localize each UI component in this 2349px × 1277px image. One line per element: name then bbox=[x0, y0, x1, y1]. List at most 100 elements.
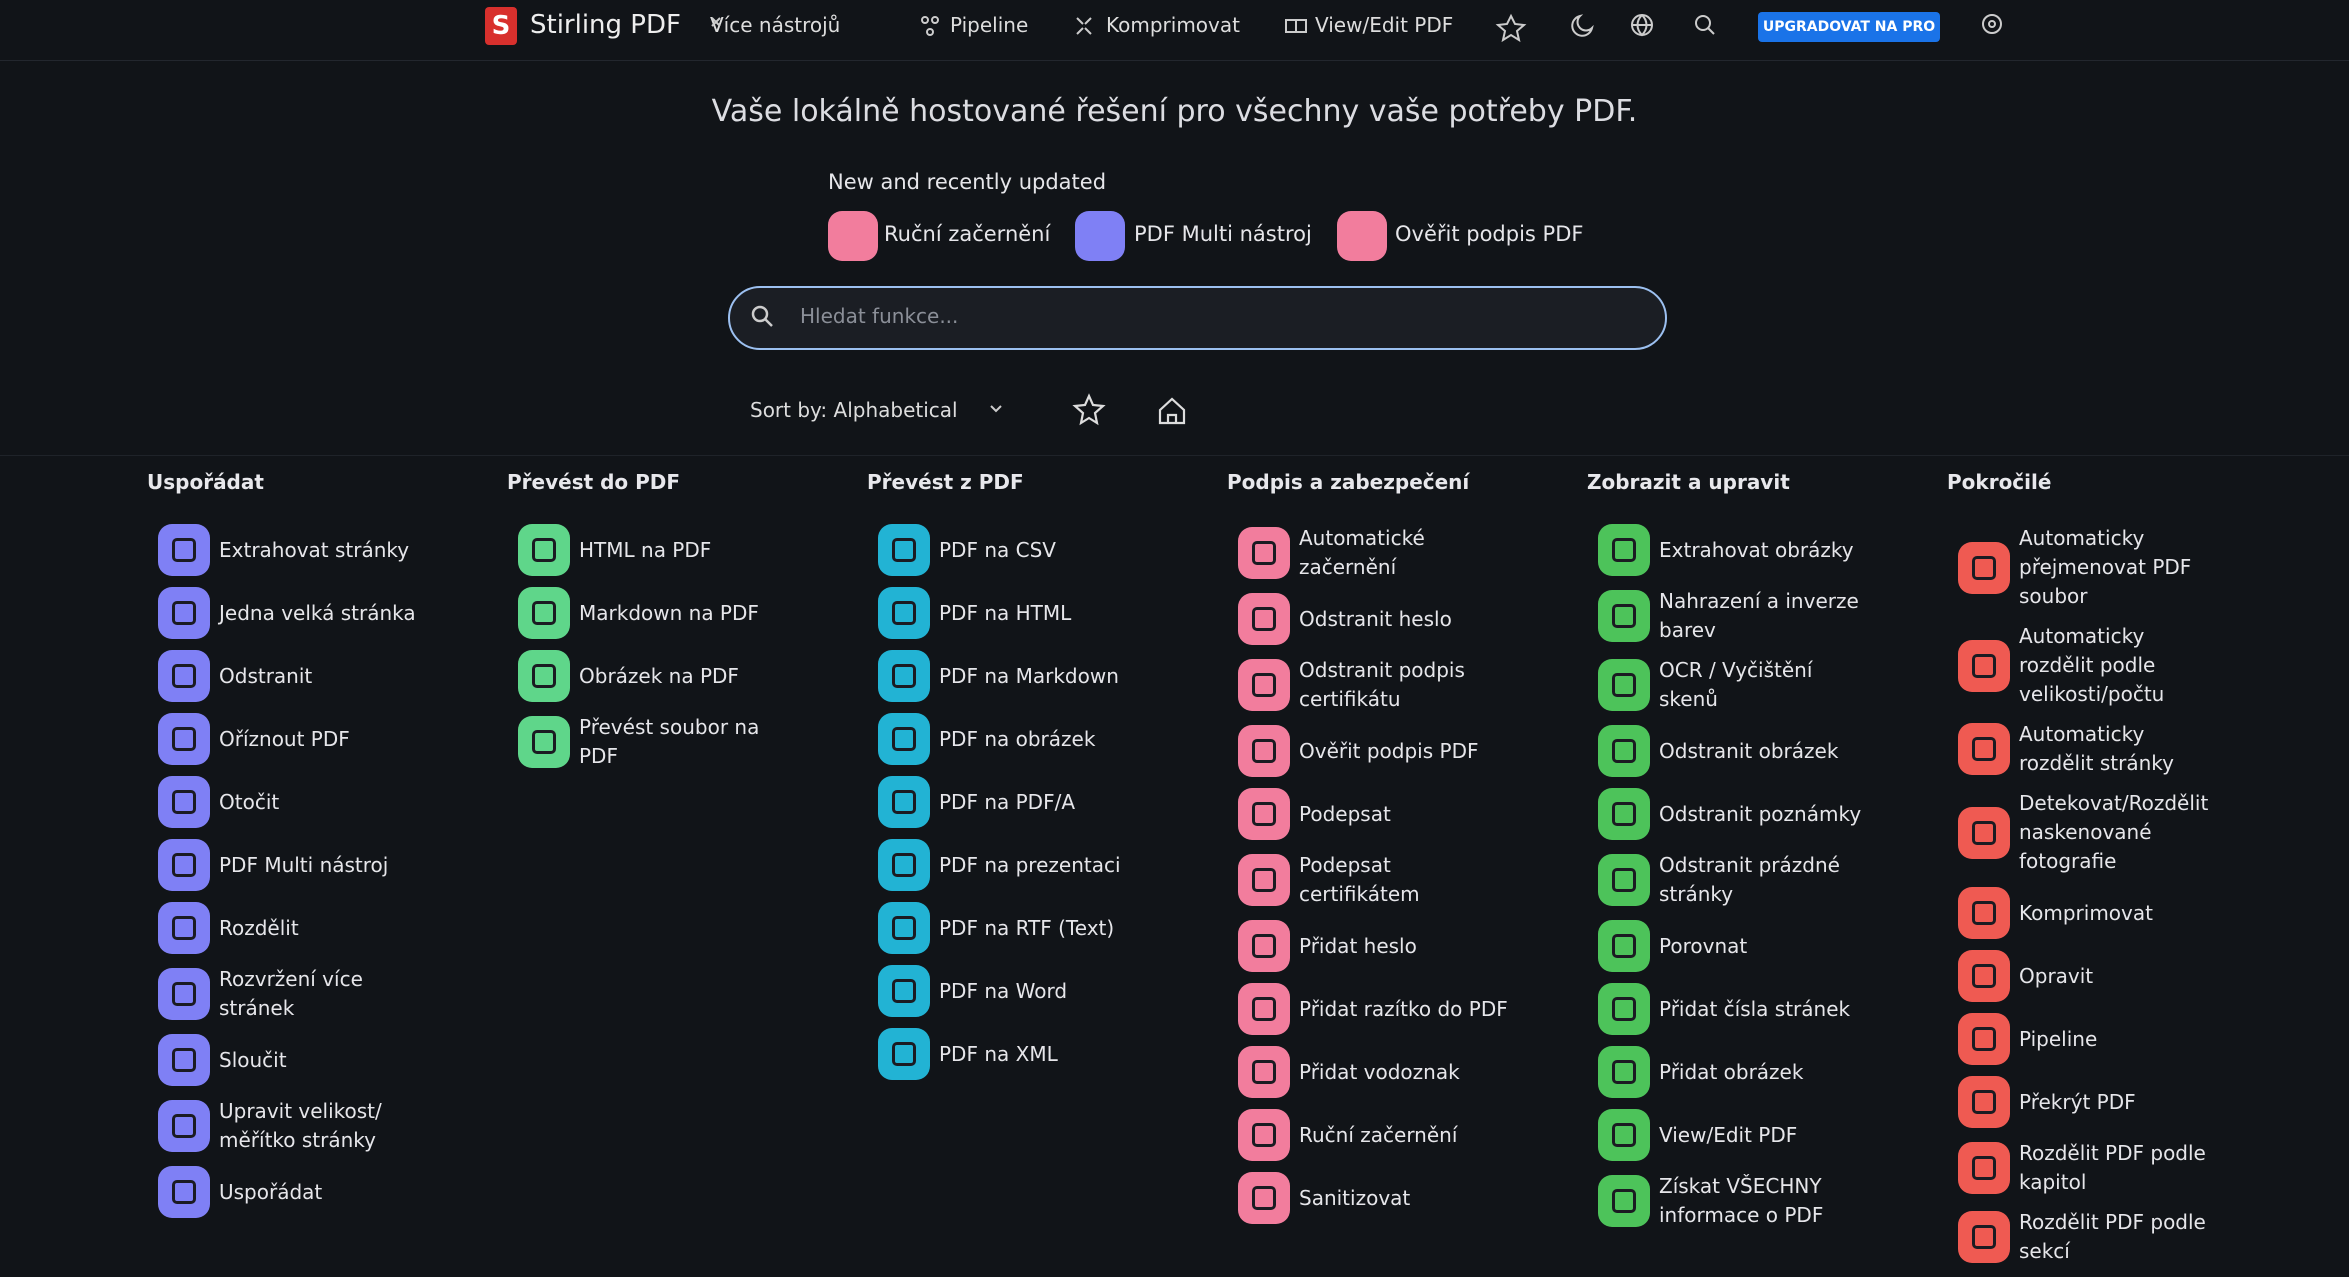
tool-item[interactable]: PDF na PDF/A bbox=[867, 776, 1207, 828]
tool-item[interactable]: Překrýt PDF bbox=[1947, 1076, 2287, 1128]
tool-label[interactable]: Porovnat bbox=[1659, 933, 1748, 958]
tool-label[interactable]: PDF na PDF/A bbox=[939, 789, 1075, 814]
tool-item[interactable]: Porovnat bbox=[1587, 920, 1927, 972]
star-icon[interactable] bbox=[1495, 13, 1527, 43]
tool-item[interactable]: Automaticky rozdělit podle velikosti/poč… bbox=[1947, 622, 2287, 709]
tool-item[interactable]: View/Edit PDF bbox=[1587, 1109, 1927, 1161]
tool-item[interactable]: PDF na XML bbox=[867, 1028, 1207, 1080]
tool-item[interactable]: Přidat razítko do PDF bbox=[1227, 983, 1567, 1035]
search-icon[interactable] bbox=[1695, 15, 1711, 31]
tool-item[interactable]: Otočit bbox=[147, 776, 487, 828]
settings-icon[interactable] bbox=[1982, 14, 2002, 34]
tool-label[interactable]: Nahrazení a inverze barev bbox=[1659, 589, 1859, 642]
tool-item[interactable]: PDF na obrázek bbox=[867, 713, 1207, 765]
tool-label[interactable]: Odstranit obrázek bbox=[1659, 738, 1839, 763]
tool-item[interactable]: Komprimovat bbox=[1947, 887, 2287, 939]
nav-item[interactable]: Komprimovat bbox=[1106, 13, 1240, 37]
tool-label[interactable]: PDF Multi nástroj bbox=[219, 852, 389, 877]
tool-item[interactable]: PDF na prezentaci bbox=[867, 839, 1207, 891]
tool-item[interactable]: Extrahovat obrázky bbox=[1587, 524, 1927, 576]
tool-label[interactable]: Odstranit bbox=[219, 663, 313, 688]
tool-label[interactable]: HTML na PDF bbox=[579, 537, 712, 562]
tool-label[interactable]: Extrahovat obrázky bbox=[1659, 537, 1854, 562]
tool-item[interactable]: Pipeline bbox=[1947, 1013, 2287, 1065]
nav-item[interactable]: Více nástrojů bbox=[710, 13, 841, 37]
tool-label[interactable]: Přidat heslo bbox=[1299, 933, 1417, 958]
tool-item[interactable]: Odstranit prázdné stránky bbox=[1587, 851, 1927, 909]
tool-label[interactable]: Markdown na PDF bbox=[579, 600, 759, 625]
tool-item[interactable]: PDF na CSV bbox=[867, 524, 1207, 576]
recent-icon[interactable] bbox=[1337, 211, 1387, 261]
tool-item[interactable]: Odstranit podpis certifikátu bbox=[1227, 656, 1567, 714]
tool-item[interactable]: Přidat vodoznak bbox=[1227, 1046, 1567, 1098]
tool-label[interactable]: PDF na Word bbox=[939, 978, 1068, 1003]
tool-label[interactable]: Odstranit heslo bbox=[1299, 606, 1452, 631]
tool-item[interactable]: Ověřit podpis PDF bbox=[1227, 725, 1567, 777]
tool-label[interactable]: PDF na Markdown bbox=[939, 663, 1119, 688]
tool-label[interactable]: Automatické začernění bbox=[1299, 526, 1425, 579]
search-box[interactable] bbox=[728, 286, 1667, 350]
tool-label[interactable]: Obrázek na PDF bbox=[579, 663, 739, 688]
tool-label[interactable]: Automaticky přejmenovat PDF soubor bbox=[2019, 526, 2192, 608]
tool-item[interactable]: Podepsat bbox=[1227, 788, 1567, 840]
tool-item[interactable]: PDF na HTML bbox=[867, 587, 1207, 639]
tool-label[interactable]: PDF na prezentaci bbox=[939, 852, 1121, 877]
tool-label[interactable]: Oříznout PDF bbox=[219, 726, 350, 751]
tool-label[interactable]: PDF na RTF (Text) bbox=[939, 915, 1115, 940]
tool-item[interactable]: Extrahovat stránky bbox=[147, 524, 487, 576]
tool-item[interactable]: Automaticky rozdělit stránky bbox=[1947, 720, 2287, 778]
upgrade-button[interactable]: UPGRADOVAT NA PRO bbox=[1758, 12, 1940, 42]
tool-label[interactable]: Detekovat/Rozdělit naskenované fotografi… bbox=[2019, 791, 2209, 873]
tool-label[interactable]: Přidat čísla stránek bbox=[1659, 996, 1851, 1021]
tool-item[interactable]: Sanitizovat bbox=[1227, 1172, 1567, 1224]
tool-item[interactable]: Opravit bbox=[1947, 950, 2287, 1002]
tool-item[interactable]: Odstranit obrázek bbox=[1587, 725, 1927, 777]
tool-label[interactable]: Pipeline bbox=[2019, 1026, 2098, 1051]
tool-label[interactable]: Rozvržení více stránek bbox=[219, 967, 363, 1020]
tool-label[interactable]: Uspořádat bbox=[219, 1179, 323, 1204]
tool-item[interactable]: Přidat čísla stránek bbox=[1587, 983, 1927, 1035]
tool-item[interactable]: Jedna velká stránka bbox=[147, 587, 487, 639]
home-button[interactable] bbox=[1158, 397, 1186, 425]
recent-item[interactable]: Ověřit podpis PDF bbox=[1395, 222, 1584, 246]
tool-label[interactable]: Přidat obrázek bbox=[1659, 1059, 1804, 1084]
tool-item[interactable]: Oříznout PDF bbox=[147, 713, 487, 765]
tool-item[interactable]: Podepsat certifikátem bbox=[1227, 851, 1567, 909]
tool-label[interactable]: PDF na obrázek bbox=[939, 726, 1096, 751]
tool-label[interactable]: Automaticky rozdělit stránky bbox=[2019, 722, 2174, 775]
tool-item[interactable]: Získat VŠECHNY informace o PDF bbox=[1587, 1172, 1927, 1230]
tool-item[interactable]: PDF na RTF (Text) bbox=[867, 902, 1207, 954]
tool-label[interactable]: Rozdělit PDF podle sekcí bbox=[2019, 1210, 2206, 1263]
tool-item[interactable]: Nahrazení a inverze barev bbox=[1587, 587, 1927, 645]
tool-item[interactable]: Rozdělit bbox=[147, 902, 487, 954]
logo[interactable]: S bbox=[485, 7, 517, 45]
tool-item[interactable]: Upravit velikost/ měřítko stránky bbox=[147, 1097, 487, 1155]
recent-icon[interactable] bbox=[1075, 211, 1125, 261]
recent-icon[interactable] bbox=[828, 211, 878, 261]
tool-item[interactable]: Uspořádat bbox=[147, 1166, 487, 1218]
tool-label[interactable]: Automaticky rozdělit podle velikosti/poč… bbox=[2019, 624, 2165, 706]
favorites-button[interactable] bbox=[1072, 393, 1106, 426]
theme-icon[interactable] bbox=[1571, 14, 1594, 37]
tool-label[interactable]: Odstranit poznámky bbox=[1659, 801, 1862, 826]
nav-item[interactable]: Pipeline bbox=[950, 13, 1029, 37]
tool-label[interactable]: Rozdělit PDF podle kapitol bbox=[2019, 1141, 2206, 1194]
tool-label[interactable]: Podepsat certifikátem bbox=[1299, 853, 1420, 906]
tool-item[interactable]: PDF Multi nástroj bbox=[147, 839, 487, 891]
chevron[interactable] bbox=[990, 405, 1002, 413]
tool-item[interactable]: Sloučit bbox=[147, 1034, 487, 1086]
recent-item[interactable]: PDF Multi nástroj bbox=[1134, 222, 1312, 246]
tool-item[interactable]: Ruční začernění bbox=[1227, 1109, 1567, 1161]
tool-item[interactable]: Rozvržení více stránek bbox=[147, 965, 487, 1023]
tool-label[interactable]: PDF na HTML bbox=[939, 600, 1072, 625]
tool-item[interactable]: Odstranit heslo bbox=[1227, 593, 1567, 645]
tool-label[interactable]: Podepsat bbox=[1299, 801, 1391, 826]
tool-item[interactable]: Obrázek na PDF bbox=[507, 650, 847, 702]
tool-item[interactable]: Rozdělit PDF podle sekcí bbox=[1947, 1208, 2287, 1266]
tool-label[interactable]: Komprimovat bbox=[2019, 900, 2153, 925]
tool-label[interactable]: Přidat vodoznak bbox=[1299, 1059, 1460, 1084]
tool-item[interactable]: Odstranit poznámky bbox=[1587, 788, 1927, 840]
tool-label[interactable]: Odstranit prázdné stránky bbox=[1659, 853, 1840, 906]
tool-label[interactable]: Upravit velikost/ měřítko stránky bbox=[219, 1099, 382, 1152]
tool-label[interactable]: Překrýt PDF bbox=[2019, 1089, 2136, 1114]
